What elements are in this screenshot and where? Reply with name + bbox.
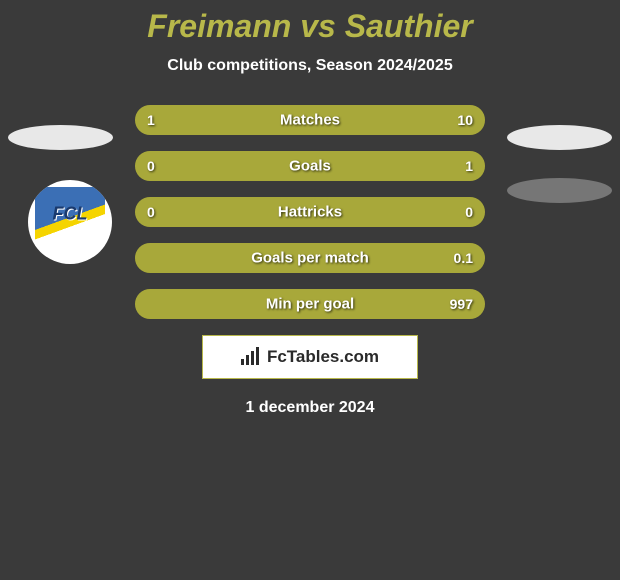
comparison-widget: Freimann vs Sauthier Club competitions, …: [0, 0, 620, 417]
stat-value-left: 0: [147, 158, 155, 174]
stat-value-right: 997: [450, 296, 473, 312]
club-badge-graphic: FCL: [35, 187, 105, 257]
footer-brand-box[interactable]: FcTables.com: [202, 335, 418, 379]
club-badge-text: FCL: [53, 203, 88, 224]
stat-value-right: 1: [465, 158, 473, 174]
stats-chart: Matches 1 10 Goals 0 1 Hattricks 0 0 Goals per ma…: [135, 105, 485, 319]
ellipse-decoration-right-1: [507, 125, 612, 150]
club-badge-left: FCL: [28, 180, 112, 264]
stat-row: Goals 0 1: [135, 151, 485, 181]
stat-label: Goals per match: [251, 250, 369, 267]
stat-value-left: 1: [147, 112, 155, 128]
page-title: Freimann vs Sauthier: [0, 8, 620, 45]
bars-icon: [241, 349, 261, 365]
stat-value-right: 0: [465, 204, 473, 220]
season-subtitle: Club competitions, Season 2024/2025: [0, 57, 620, 75]
stat-label: Matches: [280, 112, 340, 129]
stat-row: Matches 1 10: [135, 105, 485, 135]
stat-label: Hattricks: [278, 204, 342, 221]
stat-row: Goals per match 0.1: [135, 243, 485, 273]
stat-row: Min per goal 997: [135, 289, 485, 319]
ellipse-decoration-left: [8, 125, 113, 150]
stat-label: Min per goal: [266, 296, 354, 313]
stat-value-right: 10: [457, 112, 473, 128]
stat-value-right: 0.1: [454, 250, 473, 266]
stat-row: Hattricks 0 0: [135, 197, 485, 227]
stat-value-left: 0: [147, 204, 155, 220]
footer-brand-text: FcTables.com: [267, 347, 379, 367]
date-label: 1 december 2024: [0, 399, 620, 417]
stat-label: Goals: [289, 158, 331, 175]
ellipse-decoration-right-2: [507, 178, 612, 203]
